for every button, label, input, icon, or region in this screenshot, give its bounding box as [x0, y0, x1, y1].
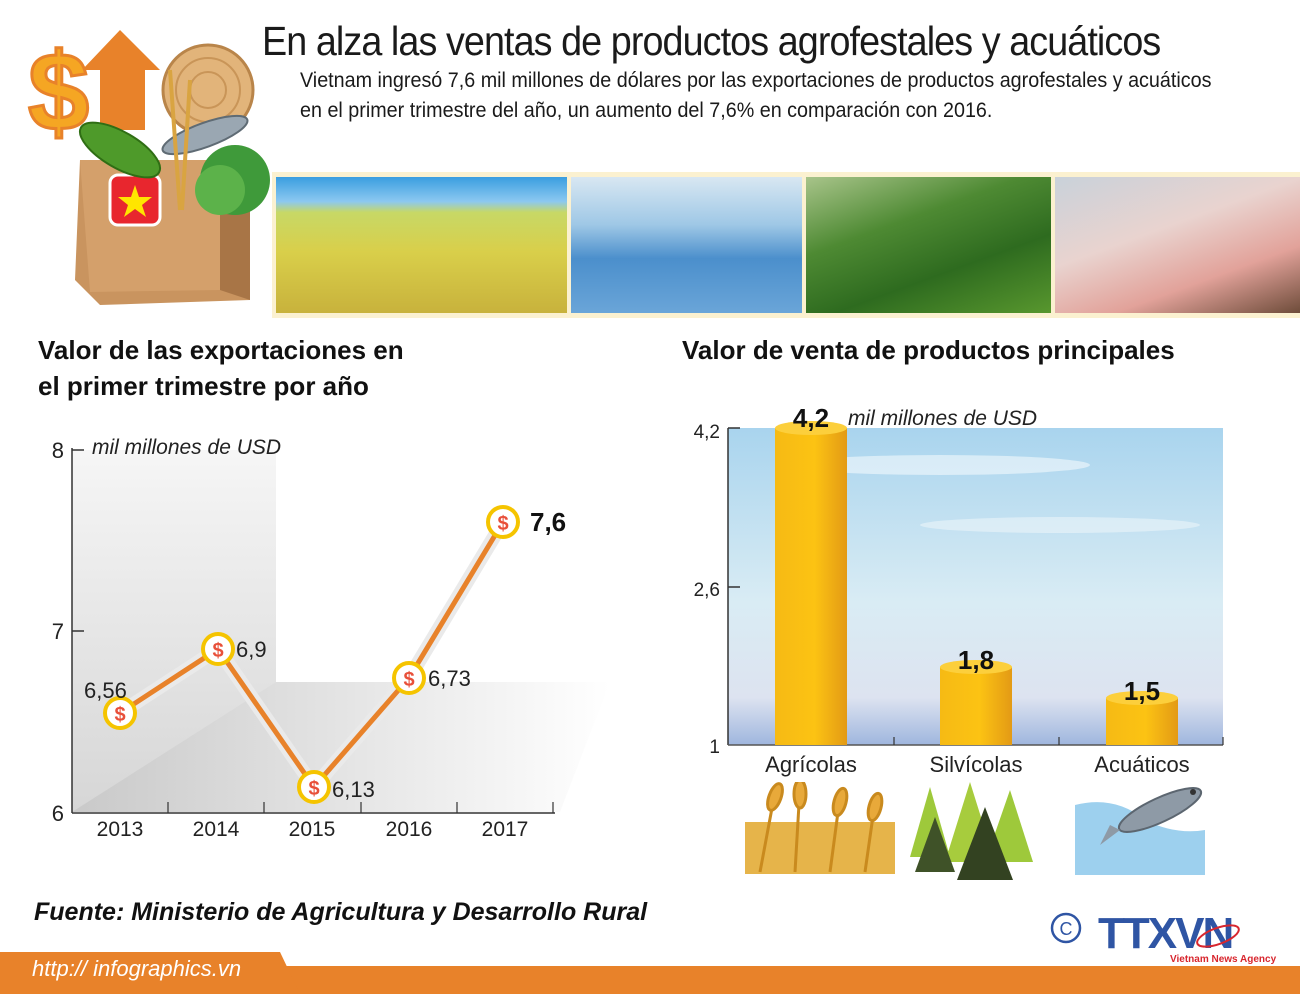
- x-label-2013: 2013: [97, 818, 144, 841]
- seafood-photo: [1054, 177, 1300, 313]
- value-label-2017: 7,6: [530, 507, 566, 537]
- dollar-icon: $: [403, 669, 414, 691]
- source-text: Fuente: Ministerio de Agricultura y Desa…: [34, 898, 648, 926]
- fish-icon: [1075, 787, 1205, 875]
- url-tab: [0, 952, 300, 994]
- dollar-sign-icon: $: [27, 30, 91, 156]
- bar-silvicolas: [940, 660, 1012, 745]
- ttxvn-logo: C TTXVN Vietnam News Agency: [1050, 909, 1277, 965]
- value-label-2016: 6,73: [428, 666, 471, 691]
- page-subtitle: Vietnam ingresó 7,6 mil millones de dóla…: [300, 69, 1212, 122]
- line-chart-title-line1: Valor de las exportaciones en: [38, 335, 404, 365]
- bar-agricolas: [775, 421, 847, 745]
- svg-text:C: C: [1060, 919, 1073, 939]
- x-label-2015: 2015: [289, 818, 336, 841]
- logo-text: TTXVN: [1098, 909, 1232, 958]
- bar-value-silvicolas: 1,8: [958, 645, 994, 675]
- rice-harvest-photo: [276, 177, 567, 313]
- category-acuaticos: Acuáticos: [1094, 752, 1189, 777]
- line-chart: 8 7 6 mil millones de USD 2013 2014 2015…: [52, 436, 610, 841]
- bar-value-acuaticos: 1,5: [1124, 676, 1160, 706]
- x-label-2017: 2017: [482, 818, 529, 841]
- line-chart-unit: mil millones de USD: [92, 436, 281, 459]
- dollar-icon: $: [497, 513, 508, 535]
- dollar-icon: $: [114, 704, 125, 726]
- hero-illustration: $: [27, 30, 270, 305]
- vietnam-flag-icon: [108, 173, 162, 227]
- data-point-2017: $: [486, 505, 520, 539]
- dollar-icon: $: [308, 778, 319, 800]
- value-label-2015: 6,13: [332, 777, 375, 802]
- x-label-2016: 2016: [386, 818, 433, 841]
- bar-y-tick-4-2: 4,2: [694, 422, 720, 443]
- bar-chart-title: Valor de venta de productos principales: [682, 335, 1175, 365]
- cucumber-icon: [79, 121, 161, 179]
- line-chart-title: Valor de las exportaciones en el primer …: [38, 332, 404, 404]
- data-point-2015: $: [297, 770, 331, 804]
- globe-icon: [1196, 924, 1240, 948]
- bar-chart: 4,2 2,6 1 mil millones de USD 4,2 1,8 1,…: [694, 403, 1224, 777]
- bar-value-agricolas: 4,2: [793, 403, 829, 433]
- seafood-processing-photo: [570, 177, 802, 313]
- data-point-2016: $: [392, 661, 426, 695]
- logo-tagline: Vietnam News Agency: [1170, 954, 1277, 965]
- category-silvicolas: Silvícolas: [930, 752, 1023, 777]
- value-label-2013: 6,56: [84, 678, 127, 703]
- bar-y-tick-2-6: 2,6: [694, 580, 720, 601]
- wheat-icon: [168, 69, 192, 211]
- bar-chart-unit: mil millones de USD: [848, 407, 1037, 430]
- y-tick-7: 7: [52, 619, 64, 644]
- x-label-2014: 2014: [193, 818, 240, 841]
- website-link[interactable]: http:// infographics.vn: [32, 956, 242, 981]
- data-point-2013: $: [103, 696, 137, 730]
- category-agricolas: Agrícolas: [765, 752, 857, 777]
- svg-text:$: $: [28, 31, 89, 154]
- up-arrow-icon: [82, 30, 160, 130]
- value-label-2014: 6,9: [236, 637, 267, 662]
- pine-trees-icon: [910, 782, 1033, 880]
- page-title: En alza las ventas de productos agrofest…: [262, 18, 1161, 64]
- bar-acuaticos: [1106, 691, 1178, 745]
- fish-icon: [161, 114, 249, 156]
- lettuce-icon: [195, 145, 270, 215]
- wheat-icon: [745, 782, 895, 874]
- dollar-icon: $: [212, 640, 223, 662]
- forest-photo: [805, 177, 1051, 313]
- data-point-2014: $: [201, 632, 235, 666]
- line-chart-title-line2: el primer trimestre por año: [38, 371, 369, 401]
- y-tick-6: 6: [52, 801, 64, 826]
- copyright-icon: [1050, 912, 1082, 944]
- y-tick-8: 8: [52, 438, 64, 463]
- bar-y-tick-1: 1: [709, 737, 720, 758]
- photo-strip: [272, 172, 1300, 318]
